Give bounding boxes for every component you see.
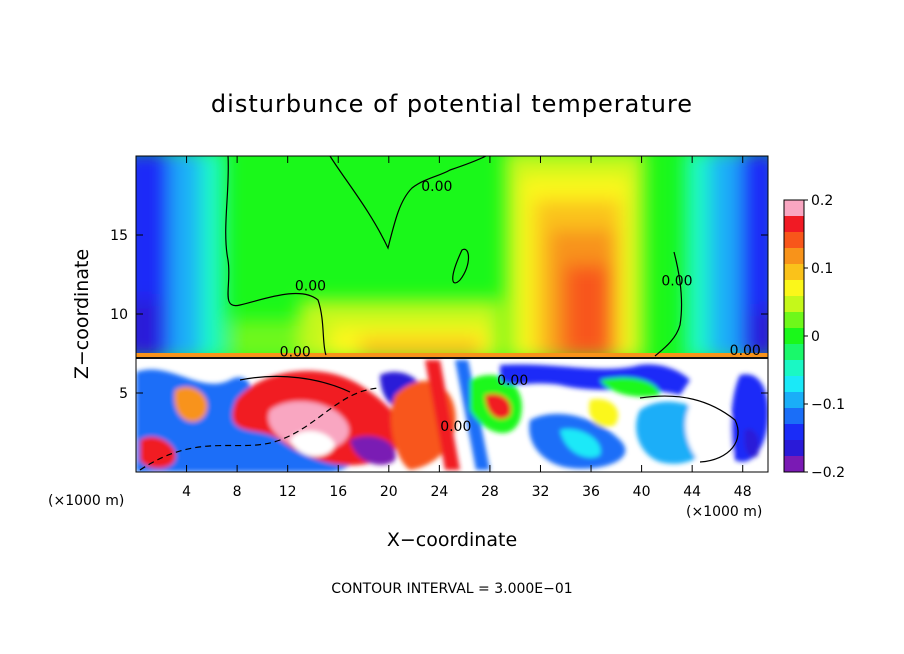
colorbar-tick-label: −0.1	[811, 397, 845, 413]
x-tick-label: 8	[233, 484, 242, 500]
colorbar-tick-label: −0.2	[811, 465, 845, 481]
heatmap-field	[136, 156, 768, 472]
x-tick-label: 16	[329, 484, 347, 500]
colorbar-tick-label: 0.1	[811, 261, 833, 277]
colorbar-tick-label: 0	[811, 329, 820, 345]
colorbar-swatch	[784, 392, 804, 409]
x-unit-right: (×1000 m)	[686, 504, 762, 520]
y-axis-label: Z−coordinate	[71, 249, 93, 379]
colorbar-swatch	[784, 408, 804, 425]
x-tick-label: 32	[532, 484, 550, 500]
contour-interval-note: CONTOUR INTERVAL = 3.000E−01	[331, 581, 572, 597]
contour-label: 0.00	[295, 278, 326, 294]
colorbar-swatch	[784, 344, 804, 361]
colorbar-tick-label: 0.2	[811, 193, 833, 209]
colorbar-swatch	[784, 232, 804, 249]
chart-title: disturbunce of potential temperature	[211, 90, 693, 118]
x-tick-label: 28	[481, 484, 499, 500]
colorbar-swatch	[784, 328, 804, 345]
x-unit-left: (×1000 m)	[48, 493, 124, 509]
colorbar	[784, 200, 804, 473]
x-tick-label: 40	[633, 484, 651, 500]
colorbar-swatch	[784, 424, 804, 441]
y-tick-label: 15	[110, 228, 128, 244]
colorbar-swatch	[784, 200, 804, 217]
colorbar-swatch	[784, 440, 804, 457]
colorbar-swatch	[784, 456, 804, 473]
x-axis-label: X−coordinate	[387, 529, 517, 551]
colorbar-swatch	[784, 264, 804, 281]
contour-label: 0.00	[421, 179, 452, 195]
x-tick-label: 4	[182, 484, 191, 500]
colorbar-swatch	[784, 280, 804, 297]
contour-label: 0.00	[661, 274, 692, 290]
y-axis-ticks: 5 10 15	[110, 228, 768, 402]
colorbar-swatch	[784, 360, 804, 377]
y-tick-label: 5	[119, 386, 128, 402]
contour-label: 0.00	[280, 345, 311, 361]
colorbar-swatch	[784, 312, 804, 329]
colorbar-swatch	[784, 216, 804, 233]
x-tick-label: 48	[734, 484, 752, 500]
colorbar-ticks: 0.2 0.1 0 −0.1 −0.2	[804, 193, 845, 481]
contour-label: 0.00	[730, 343, 761, 359]
contour-label: 0.00	[497, 373, 528, 389]
contour-labels: 0.00 0.00 0.00 0.00 0.00 0.00 0.00	[280, 179, 761, 435]
colorbar-swatch	[784, 376, 804, 393]
contour-label: 0.00	[440, 419, 471, 435]
x-tick-label: 24	[430, 484, 448, 500]
x-tick-label: 20	[380, 484, 398, 500]
x-tick-label: 36	[582, 484, 600, 500]
x-axis-ticks: 4 8 12 16 20 24 28 32 36 40 44 48	[182, 156, 752, 500]
colorbar-swatch	[784, 296, 804, 313]
y-tick-label: 10	[110, 307, 128, 323]
x-tick-label: 44	[683, 484, 701, 500]
colorbar-swatch	[784, 248, 804, 265]
x-tick-label: 12	[279, 484, 297, 500]
